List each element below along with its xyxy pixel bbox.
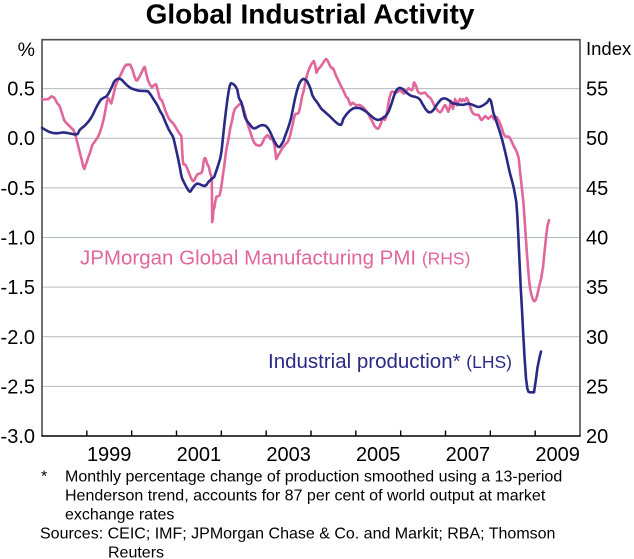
svg-text:Henderson trend, accounts for: Henderson trend, accounts for 87 per cen… (65, 488, 546, 505)
svg-text:*: * (41, 469, 47, 486)
svg-text:2009: 2009 (535, 444, 580, 466)
svg-text:2003: 2003 (266, 444, 311, 466)
svg-text:-1.0: -1.0 (1, 228, 35, 250)
svg-text:-3.0: -3.0 (1, 426, 35, 448)
svg-text:Reuters: Reuters (108, 545, 164, 559)
svg-text:1999: 1999 (87, 444, 132, 466)
svg-text:%: % (18, 39, 35, 61)
svg-text:-2.5: -2.5 (1, 376, 35, 398)
svg-text:Sources: CEIC; IMF; JPMorgan C: Sources: CEIC; IMF; JPMorgan Chase & Co.… (40, 526, 555, 543)
svg-text:-0.5: -0.5 (1, 178, 35, 200)
svg-text:-1.5: -1.5 (1, 277, 35, 299)
svg-text:0.5: 0.5 (7, 79, 35, 101)
svg-text:20: 20 (586, 426, 608, 448)
svg-text:35: 35 (586, 277, 608, 299)
svg-text:Global Industrial Activity: Global Industrial Activity (146, 0, 475, 30)
svg-text:Index: Index (586, 38, 632, 59)
svg-text:2001: 2001 (177, 444, 222, 466)
svg-text:45: 45 (586, 178, 608, 200)
svg-text:exchange rates: exchange rates (65, 507, 174, 524)
svg-text:0.0: 0.0 (7, 128, 35, 150)
svg-text:50: 50 (586, 128, 608, 150)
svg-text:55: 55 (586, 79, 608, 101)
svg-text:40: 40 (586, 228, 608, 250)
svg-text:Industrial production* (LHS): Industrial production* (LHS) (268, 350, 512, 373)
svg-text:2005: 2005 (356, 444, 401, 466)
svg-text:2007: 2007 (446, 444, 491, 466)
svg-text:25: 25 (586, 376, 608, 398)
svg-text:30: 30 (586, 327, 608, 349)
svg-text:JPMorgan Global Manufacturing: JPMorgan Global Manufacturing PMI (RHS) (80, 247, 470, 270)
svg-text:Monthly percentage change of p: Monthly percentage change of production … (65, 469, 562, 486)
svg-text:-2.0: -2.0 (1, 327, 35, 349)
